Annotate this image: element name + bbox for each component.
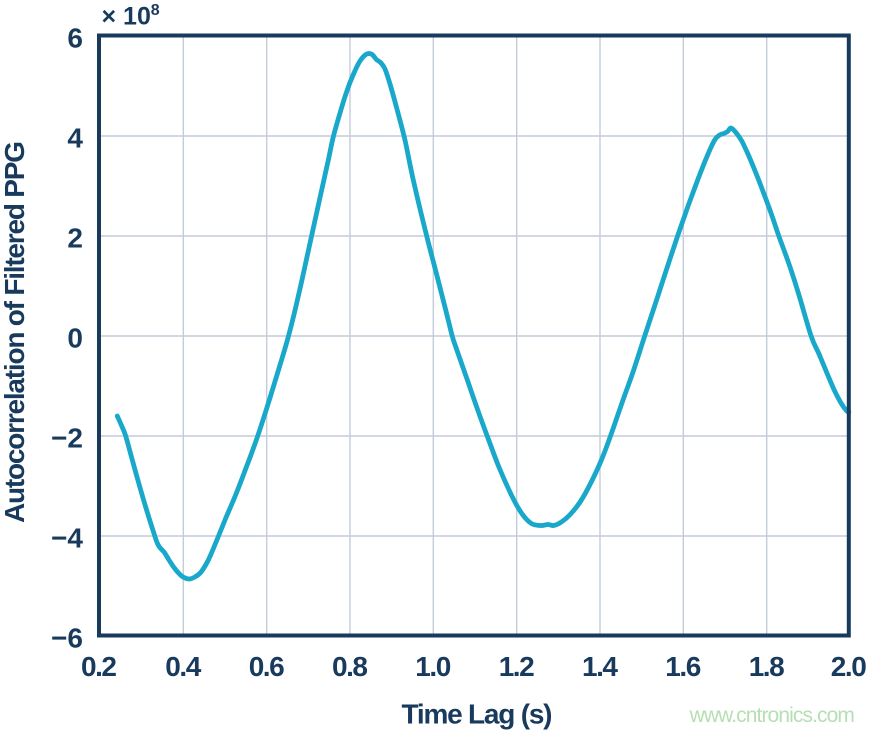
svg-text:1.8: 1.8 <box>749 651 785 682</box>
svg-text:0.8: 0.8 <box>332 651 368 682</box>
svg-text:0: 0 <box>67 323 83 354</box>
svg-text:2.0: 2.0 <box>831 651 867 682</box>
svg-text:1.6: 1.6 <box>665 651 701 682</box>
svg-text:8: 8 <box>151 2 160 19</box>
svg-text:0.4: 0.4 <box>165 651 201 682</box>
svg-text:www.cntronics.com: www.cntronics.com <box>689 704 855 727</box>
svg-text:6: 6 <box>67 23 83 54</box>
svg-text:Autocorrelation of Filtered PP: Autocorrelation of Filtered PPG <box>0 141 30 523</box>
svg-text:1.0: 1.0 <box>415 651 451 682</box>
svg-text:Time Lag (s): Time Lag (s) <box>402 699 553 730</box>
svg-text:−6: −6 <box>51 623 83 654</box>
svg-text:4: 4 <box>67 123 83 154</box>
svg-text:× 10: × 10 <box>102 3 151 31</box>
svg-text:1.4: 1.4 <box>582 651 618 682</box>
svg-text:2: 2 <box>67 223 83 254</box>
svg-text:0.6: 0.6 <box>249 651 285 682</box>
svg-text:−4: −4 <box>51 523 83 554</box>
svg-text:1.2: 1.2 <box>499 651 535 682</box>
svg-text:0.2: 0.2 <box>81 651 117 682</box>
svg-text:−2: −2 <box>51 423 83 454</box>
